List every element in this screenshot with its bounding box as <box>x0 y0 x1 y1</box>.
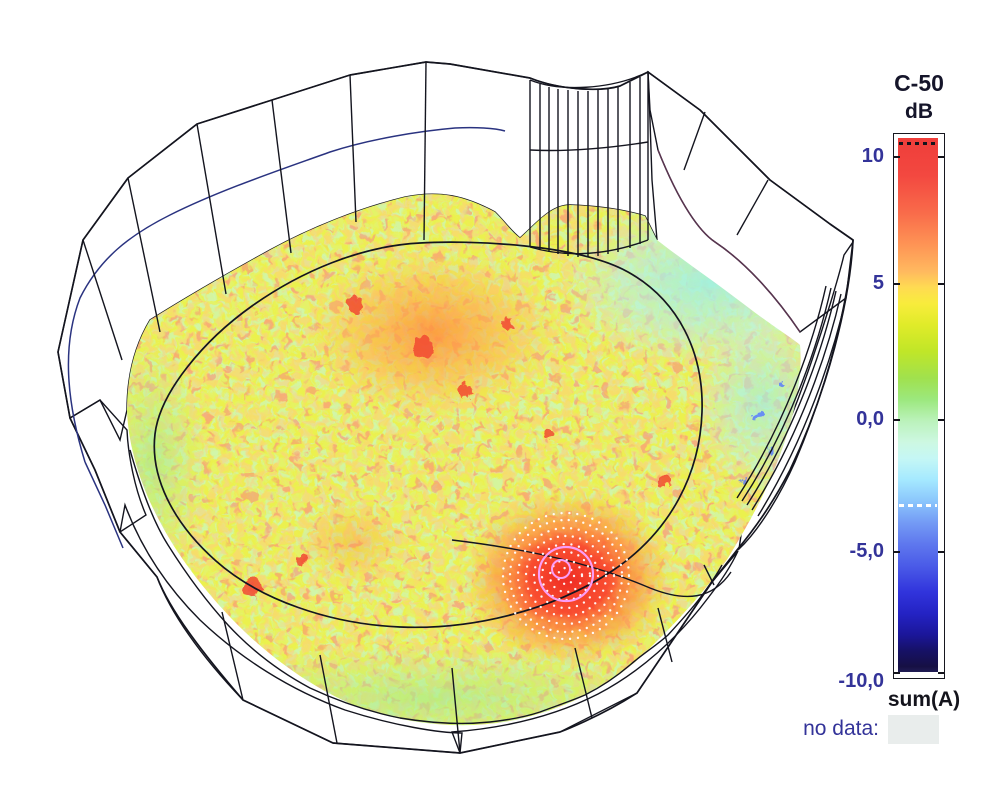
legend-footer: sum(A) <box>887 688 961 711</box>
no-data-swatch <box>888 715 939 744</box>
colorbar-tick <box>938 156 944 158</box>
floor-oval <box>153 241 703 629</box>
colorbar-tick <box>894 419 900 421</box>
speaker-dot-rings <box>501 511 631 641</box>
speaker-circle-inner <box>551 559 571 579</box>
colorbar-tick <box>894 672 900 674</box>
tick-label-neg5: -5,0 <box>849 540 884 562</box>
wall-front-right-tan <box>451 550 739 754</box>
stage-tower <box>529 71 649 257</box>
parterre-edge <box>451 539 732 598</box>
speaker-circle-outer <box>537 545 595 603</box>
colorbar[interactable] <box>893 133 945 679</box>
right-tier-bundle <box>736 285 847 517</box>
tick-label-0: 0,0 <box>856 408 884 430</box>
floor-front-edge <box>129 449 723 725</box>
colorbar-tick <box>894 551 900 553</box>
audience-area-map[interactable] <box>95 180 855 750</box>
tick-label-neg10: -10,0 <box>838 670 884 692</box>
region-orange-mid <box>290 495 410 585</box>
colorbar-tick <box>938 283 944 285</box>
region-green-left <box>127 340 205 580</box>
legend-unit: dB <box>905 100 933 123</box>
colorbar-tick <box>938 551 944 553</box>
colorbar-gradient <box>898 138 938 672</box>
tick-label-10: 10 <box>861 145 884 167</box>
colorbar-tick <box>938 419 944 421</box>
wall-left-sliver <box>69 399 147 534</box>
legend-title: C-50 <box>894 70 944 96</box>
wall-divisions-front <box>221 564 715 754</box>
grey-band-lines <box>657 111 801 333</box>
colorbar-tick <box>894 283 900 285</box>
outer-hull <box>57 61 854 754</box>
colorbar-threshold-marker <box>899 504 937 507</box>
no-data-label: no data: <box>803 717 879 740</box>
region-green-bottom <box>170 640 690 726</box>
wall-front-left-mauve <box>119 502 463 754</box>
tick-label-5: 5 <box>872 272 884 294</box>
balcony-line-left-edge <box>84 461 124 549</box>
room-wireframe <box>57 61 854 754</box>
loudspeaker-marker[interactable] <box>501 511 631 641</box>
region-orange-upper-left <box>300 245 560 415</box>
region-cyan-rear-right <box>555 195 801 365</box>
colorbar-tick <box>938 672 944 674</box>
balcony-line <box>67 126 506 463</box>
colorbar-tick <box>894 156 900 158</box>
region-cyan-right <box>690 310 801 490</box>
colorbar-max-marker <box>899 142 937 145</box>
wall-divisions-upper <box>82 61 427 361</box>
